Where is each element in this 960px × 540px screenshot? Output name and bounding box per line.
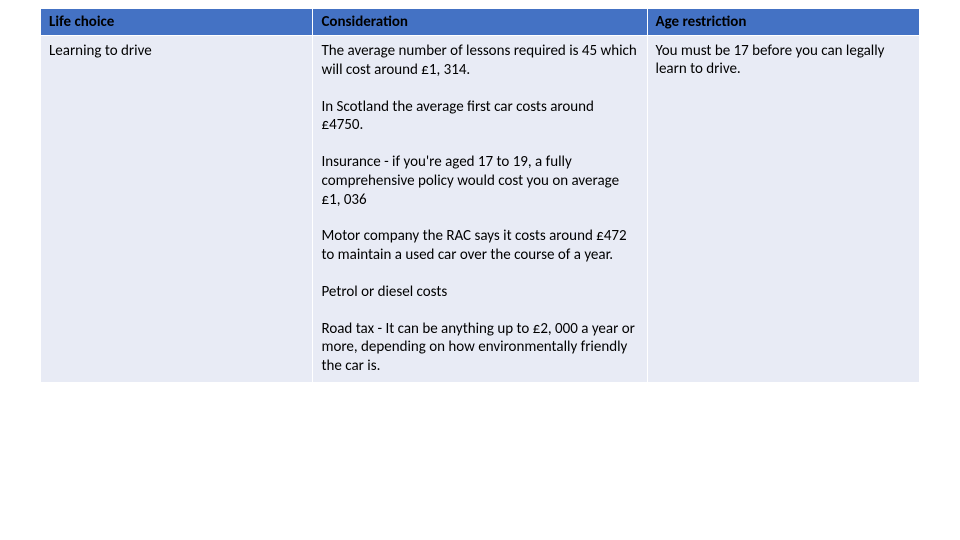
consideration-paragraph: Insurance - if you're aged 17 to 19, a f… xyxy=(321,153,638,209)
header-age-restriction: Age restriction xyxy=(647,9,920,36)
header-consideration: Consideration xyxy=(313,9,647,36)
table-row: Learning to drive The average number of … xyxy=(41,36,920,383)
consideration-paragraph: In Scotland the average first car costs … xyxy=(321,98,638,136)
life-choice-table: Life choice Consideration Age restrictio… xyxy=(40,8,920,383)
cell-consideration: The average number of lessons required i… xyxy=(313,36,647,383)
cell-age-restriction: You must be 17 before you can legally le… xyxy=(647,36,920,383)
consideration-paragraph: Motor company the RAC says it costs arou… xyxy=(321,227,638,265)
consideration-paragraph: Road tax - It can be anything up to £2, … xyxy=(321,320,638,376)
consideration-paragraph: The average number of lessons required i… xyxy=(321,42,638,80)
consideration-paragraph: Petrol or diesel costs xyxy=(321,283,638,302)
header-life-choice: Life choice xyxy=(41,9,313,36)
cell-life-choice: Learning to drive xyxy=(41,36,313,383)
header-row: Life choice Consideration Age restrictio… xyxy=(41,9,920,36)
